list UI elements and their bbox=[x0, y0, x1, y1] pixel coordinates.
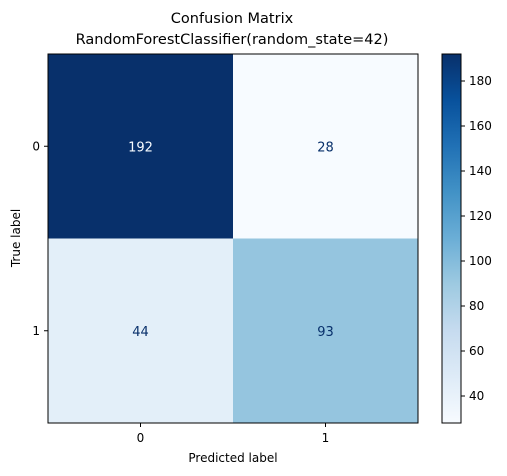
colorbar-tick-label: 160 bbox=[469, 119, 492, 133]
y-tick-label: 0 bbox=[32, 139, 40, 153]
x-tick-label: 0 bbox=[137, 431, 145, 445]
cell-value-label-0-0: 192 bbox=[128, 140, 153, 155]
cell-value-label-0-1: 28 bbox=[317, 140, 334, 155]
x-axis-label: Predicted label bbox=[188, 451, 277, 465]
colorbar-ticks: 40 60 80 100 120 140 160 180 bbox=[461, 74, 492, 403]
colorbar-tick-label: 80 bbox=[469, 299, 484, 313]
heatmap-cell-0-0 bbox=[48, 54, 233, 239]
heatmap-cell-1-0 bbox=[48, 238, 233, 423]
colorbar-tick-label: 120 bbox=[469, 209, 492, 223]
cell-value-labels: 192 28 44 93 bbox=[128, 140, 334, 340]
y-axis-label: True label bbox=[9, 209, 23, 268]
x-tick-label: 1 bbox=[322, 431, 330, 445]
colorbar-tick-label: 100 bbox=[469, 254, 492, 268]
colorbar-tick-label: 40 bbox=[469, 389, 484, 403]
colorbar-tick-label: 140 bbox=[469, 164, 492, 178]
cell-value-label-1-0: 44 bbox=[132, 325, 149, 340]
chart-title: Confusion Matrix RandomForestClassifier(… bbox=[76, 11, 389, 48]
heatmap-cell-1-1 bbox=[233, 238, 418, 423]
chart-title-line-1: Confusion Matrix bbox=[171, 11, 294, 27]
colorbar-tick-label: 180 bbox=[469, 74, 492, 88]
y-tick-label: 1 bbox=[32, 324, 40, 338]
cell-value-label-1-1: 93 bbox=[317, 325, 334, 340]
heatmap-cells bbox=[48, 54, 418, 423]
heatmap-cell-0-1 bbox=[233, 54, 418, 239]
colorbar-tick-label: 60 bbox=[469, 344, 484, 358]
colorbar bbox=[441, 53, 462, 424]
plot-frame bbox=[47, 53, 419, 424]
y-axis-ticks: 01 bbox=[32, 139, 48, 338]
chart-title-line-2: RandomForestClassifier(random_state=42) bbox=[76, 32, 389, 48]
